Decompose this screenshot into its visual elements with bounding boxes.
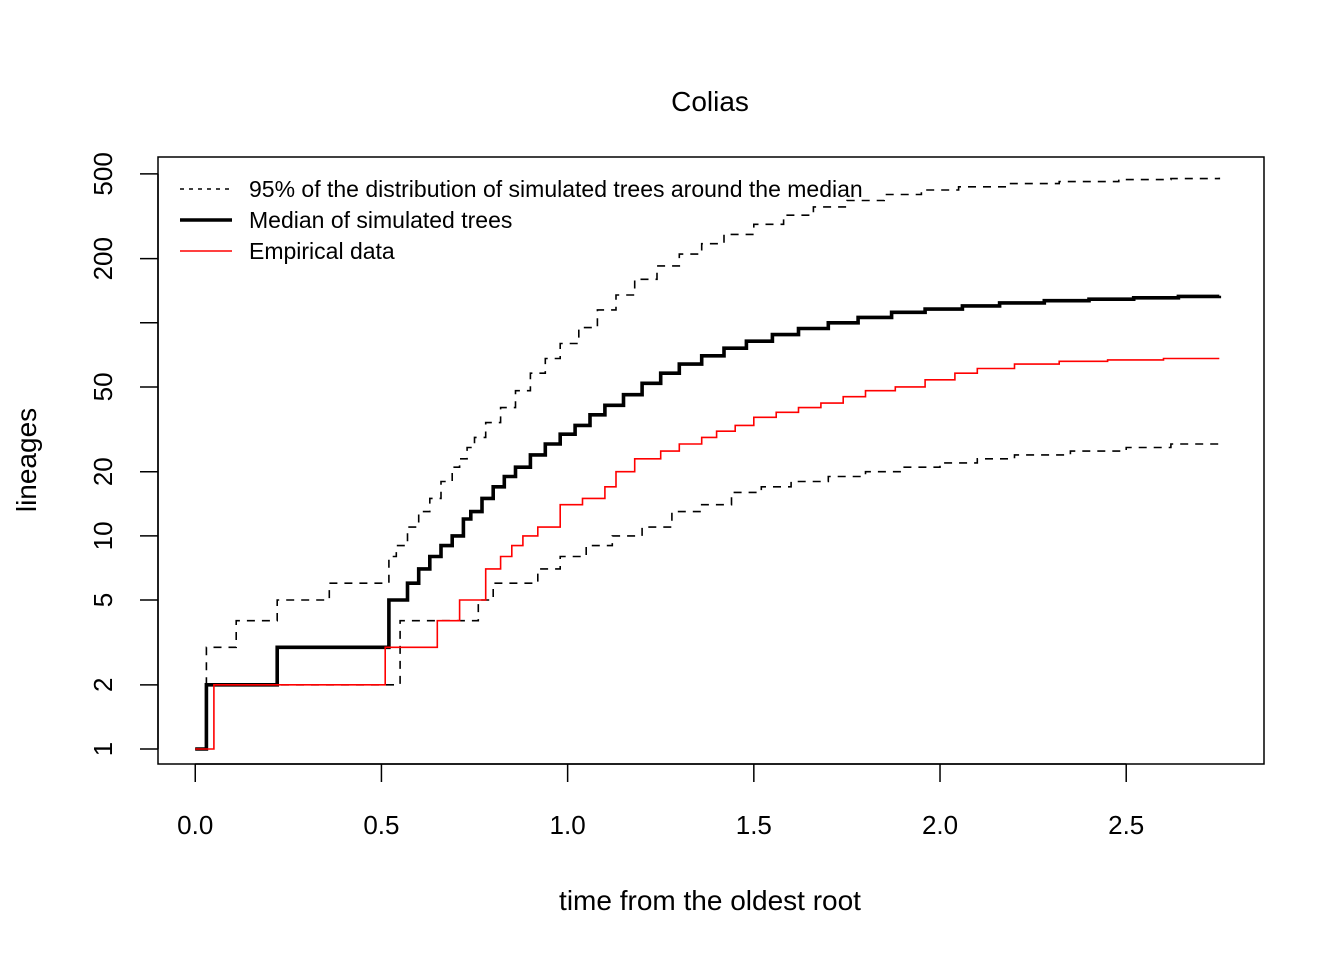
y-tick-label: 2 bbox=[88, 678, 118, 692]
plot-frame bbox=[157, 156, 1265, 765]
series-line-2 bbox=[195, 294, 1222, 751]
legend: 95% of the distribution of simulated tre… bbox=[180, 176, 863, 264]
chart-title: Colias bbox=[671, 86, 749, 117]
y-tick-label: 20 bbox=[88, 457, 118, 486]
y-tick-label: 1 bbox=[88, 742, 118, 756]
series-line-1 bbox=[195, 440, 1221, 750]
legend-label-empirical: Empirical data bbox=[249, 238, 395, 264]
series-layer bbox=[195, 177, 1222, 751]
x-tick-label: 1.5 bbox=[736, 810, 772, 840]
series-line-0 bbox=[195, 177, 1221, 750]
x-axis: 0.0 0.5 1.0 1.5 2.0 2.5 bbox=[177, 763, 1144, 840]
x-tick-label: 2.5 bbox=[1108, 810, 1144, 840]
y-tick-label: 5 bbox=[88, 593, 118, 607]
y-axis: 1 2 5 10 20 50 200 500 bbox=[88, 152, 159, 756]
legend-label-median: Median of simulated trees bbox=[249, 207, 512, 233]
y-tick-label: 50 bbox=[88, 372, 118, 401]
y-axis-label: lineages bbox=[11, 408, 42, 512]
x-tick-label: 2.0 bbox=[922, 810, 958, 840]
y-tick-label: 10 bbox=[88, 521, 118, 550]
x-axis-label: time from the oldest root bbox=[559, 885, 861, 916]
series-line-3 bbox=[195, 357, 1220, 750]
y-tick-label: 500 bbox=[88, 152, 118, 195]
x-tick-label: 0.0 bbox=[177, 810, 213, 840]
x-tick-label: 0.5 bbox=[363, 810, 399, 840]
y-tick-label: 200 bbox=[88, 237, 118, 280]
legend-label-ci: 95% of the distribution of simulated tre… bbox=[249, 176, 863, 202]
x-tick-label: 1.0 bbox=[550, 810, 586, 840]
